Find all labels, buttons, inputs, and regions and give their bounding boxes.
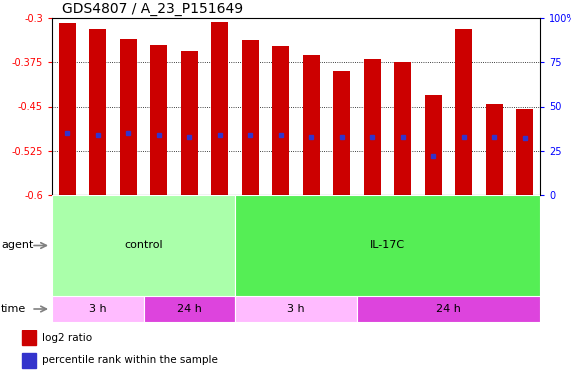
FancyBboxPatch shape: [175, 195, 203, 270]
Bar: [455, 29, 472, 195]
Bar: [120, 39, 136, 195]
FancyBboxPatch shape: [84, 195, 111, 270]
Text: 24 h: 24 h: [436, 304, 461, 314]
Text: GSM808645: GSM808645: [185, 198, 194, 253]
Text: GDS4807 / A_23_P151649: GDS4807 / A_23_P151649: [62, 2, 243, 16]
Text: log2 ratio: log2 ratio: [42, 333, 92, 343]
Bar: [59, 23, 75, 195]
FancyBboxPatch shape: [54, 195, 81, 270]
Text: IL-17C: IL-17C: [370, 240, 405, 250]
Text: GSM808640: GSM808640: [307, 198, 316, 253]
Bar: [90, 29, 106, 195]
FancyBboxPatch shape: [450, 195, 477, 270]
Text: GSM808633: GSM808633: [246, 198, 255, 253]
Text: GSM808635: GSM808635: [398, 198, 407, 253]
Bar: [242, 40, 259, 195]
Bar: [303, 55, 320, 195]
Bar: [395, 62, 411, 195]
Bar: [211, 22, 228, 195]
FancyBboxPatch shape: [206, 195, 234, 270]
Bar: [22, 330, 36, 345]
Bar: [235, 296, 357, 322]
Text: time: time: [1, 304, 26, 314]
Bar: [52, 195, 235, 296]
Text: GSM808648: GSM808648: [520, 198, 529, 253]
Text: GSM808637: GSM808637: [63, 198, 72, 253]
Bar: [364, 59, 381, 195]
Text: agent: agent: [1, 240, 34, 250]
Bar: [425, 95, 441, 195]
Text: GSM808644: GSM808644: [368, 198, 377, 253]
Bar: [235, 195, 540, 296]
Bar: [516, 109, 533, 195]
Text: GSM808639: GSM808639: [459, 198, 468, 253]
Bar: [333, 71, 350, 195]
Text: GSM808641: GSM808641: [337, 198, 346, 253]
FancyBboxPatch shape: [145, 195, 172, 270]
Text: 3 h: 3 h: [89, 304, 107, 314]
Bar: [52, 296, 143, 322]
FancyBboxPatch shape: [115, 195, 142, 270]
Bar: [486, 104, 502, 195]
Text: GSM808636: GSM808636: [429, 198, 438, 253]
Bar: [150, 45, 167, 195]
Text: 3 h: 3 h: [287, 304, 305, 314]
Text: GSM808634: GSM808634: [154, 198, 163, 253]
Text: GSM808647: GSM808647: [490, 198, 498, 253]
FancyBboxPatch shape: [359, 195, 386, 270]
Bar: [357, 296, 540, 322]
Bar: [272, 46, 289, 195]
Text: 24 h: 24 h: [177, 304, 202, 314]
FancyBboxPatch shape: [236, 195, 264, 270]
Text: GSM808646: GSM808646: [215, 198, 224, 253]
Text: GSM808642: GSM808642: [93, 198, 102, 253]
Text: GSM808638: GSM808638: [276, 198, 286, 253]
FancyBboxPatch shape: [389, 195, 416, 270]
FancyBboxPatch shape: [481, 195, 508, 270]
FancyBboxPatch shape: [328, 195, 356, 270]
FancyBboxPatch shape: [420, 195, 447, 270]
FancyBboxPatch shape: [297, 195, 325, 270]
Text: control: control: [124, 240, 163, 250]
Bar: [22, 353, 36, 368]
Bar: [143, 296, 235, 322]
FancyBboxPatch shape: [511, 195, 538, 270]
Text: percentile rank within the sample: percentile rank within the sample: [42, 355, 218, 365]
Bar: [181, 51, 198, 195]
Text: GSM808643: GSM808643: [124, 198, 132, 253]
FancyBboxPatch shape: [267, 195, 295, 270]
